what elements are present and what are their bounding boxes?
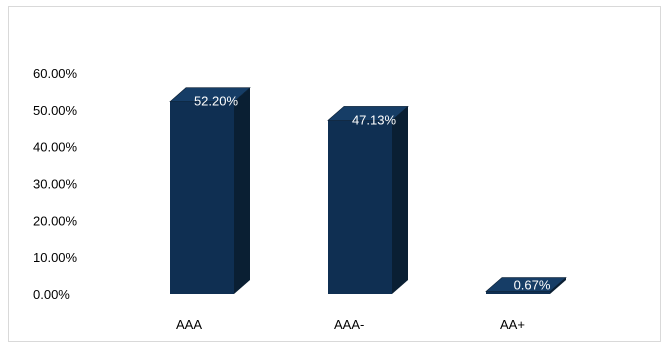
bar-top — [485, 277, 567, 292]
data-label: 47.13% — [352, 112, 397, 127]
y-tick-label: 30.00% — [33, 177, 78, 192]
x-category-label: AAA- — [334, 317, 364, 332]
y-tick-label: 40.00% — [33, 140, 78, 155]
y-tick-label: 20.00% — [33, 213, 78, 228]
bar-side — [550, 277, 566, 294]
data-label: 52.20% — [194, 94, 239, 109]
x-category-label: AA+ — [500, 317, 525, 332]
bar-top — [169, 87, 251, 103]
bar-top — [327, 106, 409, 121]
y-tick-label: 0.00% — [33, 287, 70, 302]
bar-chart: 0.00% 10.00% 20.00% 30.00% 40.00% 50.00% 60.00… — [33, 66, 567, 332]
bar-side — [234, 87, 250, 294]
bar-front-aaa- — [328, 120, 392, 294]
bar-side — [392, 106, 408, 294]
bar-front-aa+ — [486, 291, 550, 294]
bar-front-aaa — [170, 101, 234, 294]
y-tick-label: 60.00% — [33, 66, 78, 81]
y-tick-label: 50.00% — [33, 103, 78, 118]
chart-frame: 0.00% 10.00% 20.00% 30.00% 40.00% 50.00% 60.00… — [8, 6, 661, 342]
x-category-label: AAA — [176, 317, 202, 332]
data-label: 0.67% — [514, 278, 551, 293]
y-tick-label: 10.00% — [33, 250, 78, 265]
